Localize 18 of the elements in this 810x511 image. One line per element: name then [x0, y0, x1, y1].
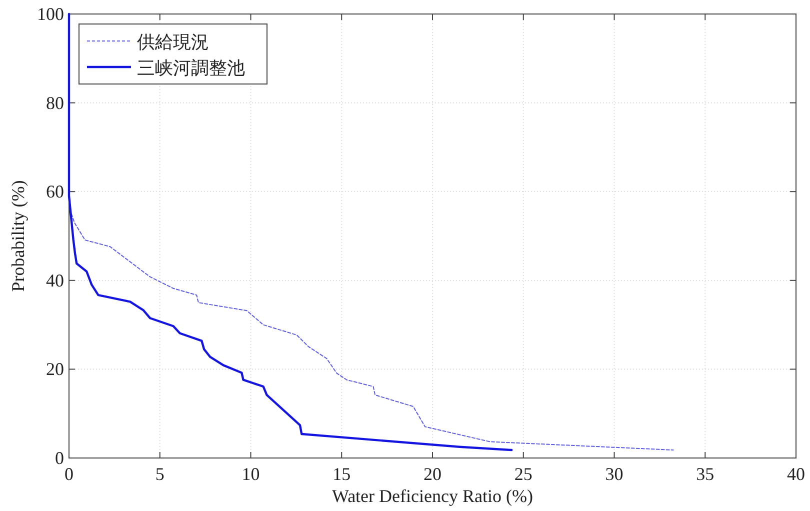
- y-tick-label: 100: [37, 4, 64, 24]
- x-tick-label: 15: [332, 464, 351, 484]
- y-tick-label: 40: [46, 270, 64, 290]
- x-tick-label: 5: [155, 464, 164, 484]
- x-axis-title: Water Deficiency Ratio (%): [332, 486, 533, 506]
- x-tick-label: 25: [514, 464, 532, 484]
- y-tick-label: 20: [46, 359, 64, 380]
- legend-label: 供給現況: [137, 32, 209, 53]
- y-tick-label: 80: [46, 92, 64, 113]
- x-tick-label: 20: [424, 464, 442, 484]
- x-tick-label: 40: [787, 464, 805, 484]
- y-tick-label: 0: [55, 448, 64, 468]
- y-tick-label: 60: [46, 182, 64, 202]
- y-axis-title: Probability (%): [8, 180, 28, 292]
- x-tick-label: 35: [696, 464, 714, 484]
- legend-label: 三峡河調整池: [137, 58, 245, 79]
- x-tick-label: 30: [605, 464, 624, 484]
- x-tick-label: 10: [242, 464, 260, 484]
